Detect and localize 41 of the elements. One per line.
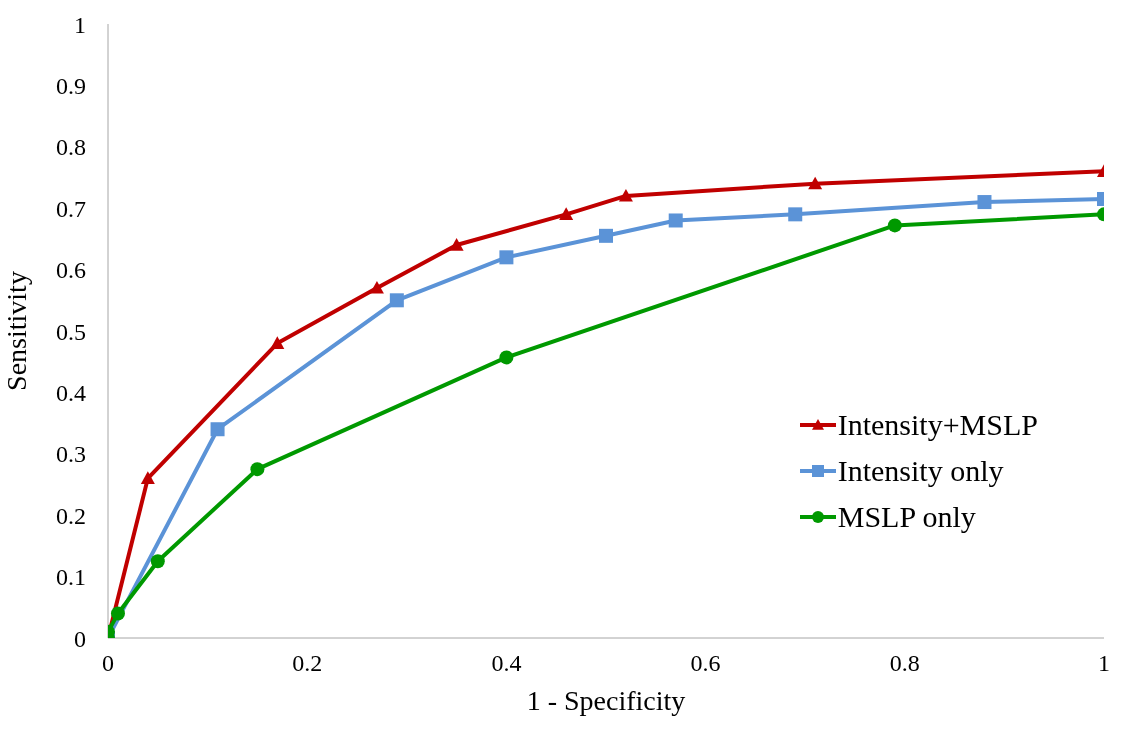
point bbox=[110, 606, 125, 621]
y-tick-label: 0.2 bbox=[56, 502, 86, 529]
point bbox=[977, 195, 992, 210]
x-tick-label: 0.8 bbox=[889, 650, 920, 677]
y-tick-label: 1 bbox=[74, 11, 86, 38]
y-tick-label: 0 bbox=[74, 625, 86, 652]
x-axis-title: 1 - Specificity bbox=[526, 685, 686, 716]
legend-label: Intensity only bbox=[837, 454, 1004, 488]
point bbox=[140, 471, 155, 484]
y-tick-label: 0.5 bbox=[56, 318, 86, 345]
point bbox=[369, 281, 384, 294]
point bbox=[788, 207, 803, 222]
point bbox=[887, 218, 902, 233]
point bbox=[599, 228, 613, 243]
y-tick-label: 0.4 bbox=[56, 379, 86, 406]
y-tick-label: 0.1 bbox=[56, 564, 86, 591]
point bbox=[618, 188, 633, 202]
point bbox=[668, 213, 683, 228]
y-tick-label: 0.7 bbox=[56, 195, 86, 222]
point bbox=[150, 554, 165, 569]
point bbox=[499, 350, 514, 365]
x-tick-label: 0.4 bbox=[491, 650, 522, 677]
x-tick-label: 0 bbox=[102, 650, 114, 677]
y-tick-label: 0.3 bbox=[56, 441, 86, 468]
point bbox=[389, 293, 404, 308]
x-tick-label: 0.2 bbox=[292, 650, 323, 677]
point bbox=[270, 336, 285, 349]
y-tick-label: 0.9 bbox=[56, 72, 86, 99]
point bbox=[808, 176, 823, 190]
x-tick-label: 1 bbox=[1098, 650, 1110, 677]
point bbox=[210, 422, 225, 437]
legend-label: MSLP only bbox=[837, 500, 976, 534]
y-axis-title: Sensitivity bbox=[0, 271, 32, 391]
x-tick-label: 0.6 bbox=[690, 650, 721, 677]
point bbox=[499, 250, 514, 265]
legend-label: Intensity+MSLP bbox=[837, 408, 1038, 442]
y-tick-label: 0.6 bbox=[56, 257, 86, 284]
y-tick-label: 0.8 bbox=[56, 134, 86, 161]
point bbox=[449, 238, 464, 251]
point bbox=[250, 462, 265, 477]
point bbox=[559, 207, 574, 220]
